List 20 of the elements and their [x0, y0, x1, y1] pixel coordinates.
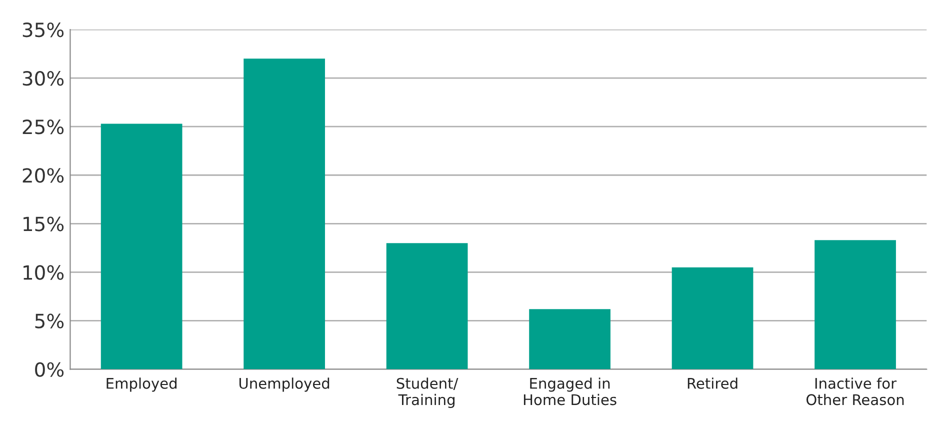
y-tick-label: 25%	[22, 120, 64, 134]
y-tick-label: 35%	[22, 22, 64, 38]
bar	[100, 124, 182, 370]
x-tick-label: Retired	[688, 378, 738, 389]
bar	[814, 240, 896, 370]
y-tick-label: 0%	[35, 362, 64, 377]
x-tick-label: Unemployed	[239, 378, 330, 392]
bar	[672, 267, 754, 370]
x-tick-label: Employed	[106, 378, 176, 392]
y-tick-label: 10%	[24, 265, 64, 280]
y-tick-label: 15%	[24, 216, 64, 232]
x-tick-label: Inactive for Other Reason	[806, 378, 904, 406]
bar	[386, 243, 468, 370]
y-tick-label: 30%	[22, 71, 64, 86]
y-tick-label: 5%	[35, 314, 64, 328]
bar	[529, 309, 610, 370]
x-tick-label: Engaged in Home Duties	[524, 378, 616, 406]
bar	[244, 58, 325, 370]
x-tick-label: Student/ Training	[396, 378, 458, 408]
y-tick-label: 20%	[22, 168, 64, 183]
